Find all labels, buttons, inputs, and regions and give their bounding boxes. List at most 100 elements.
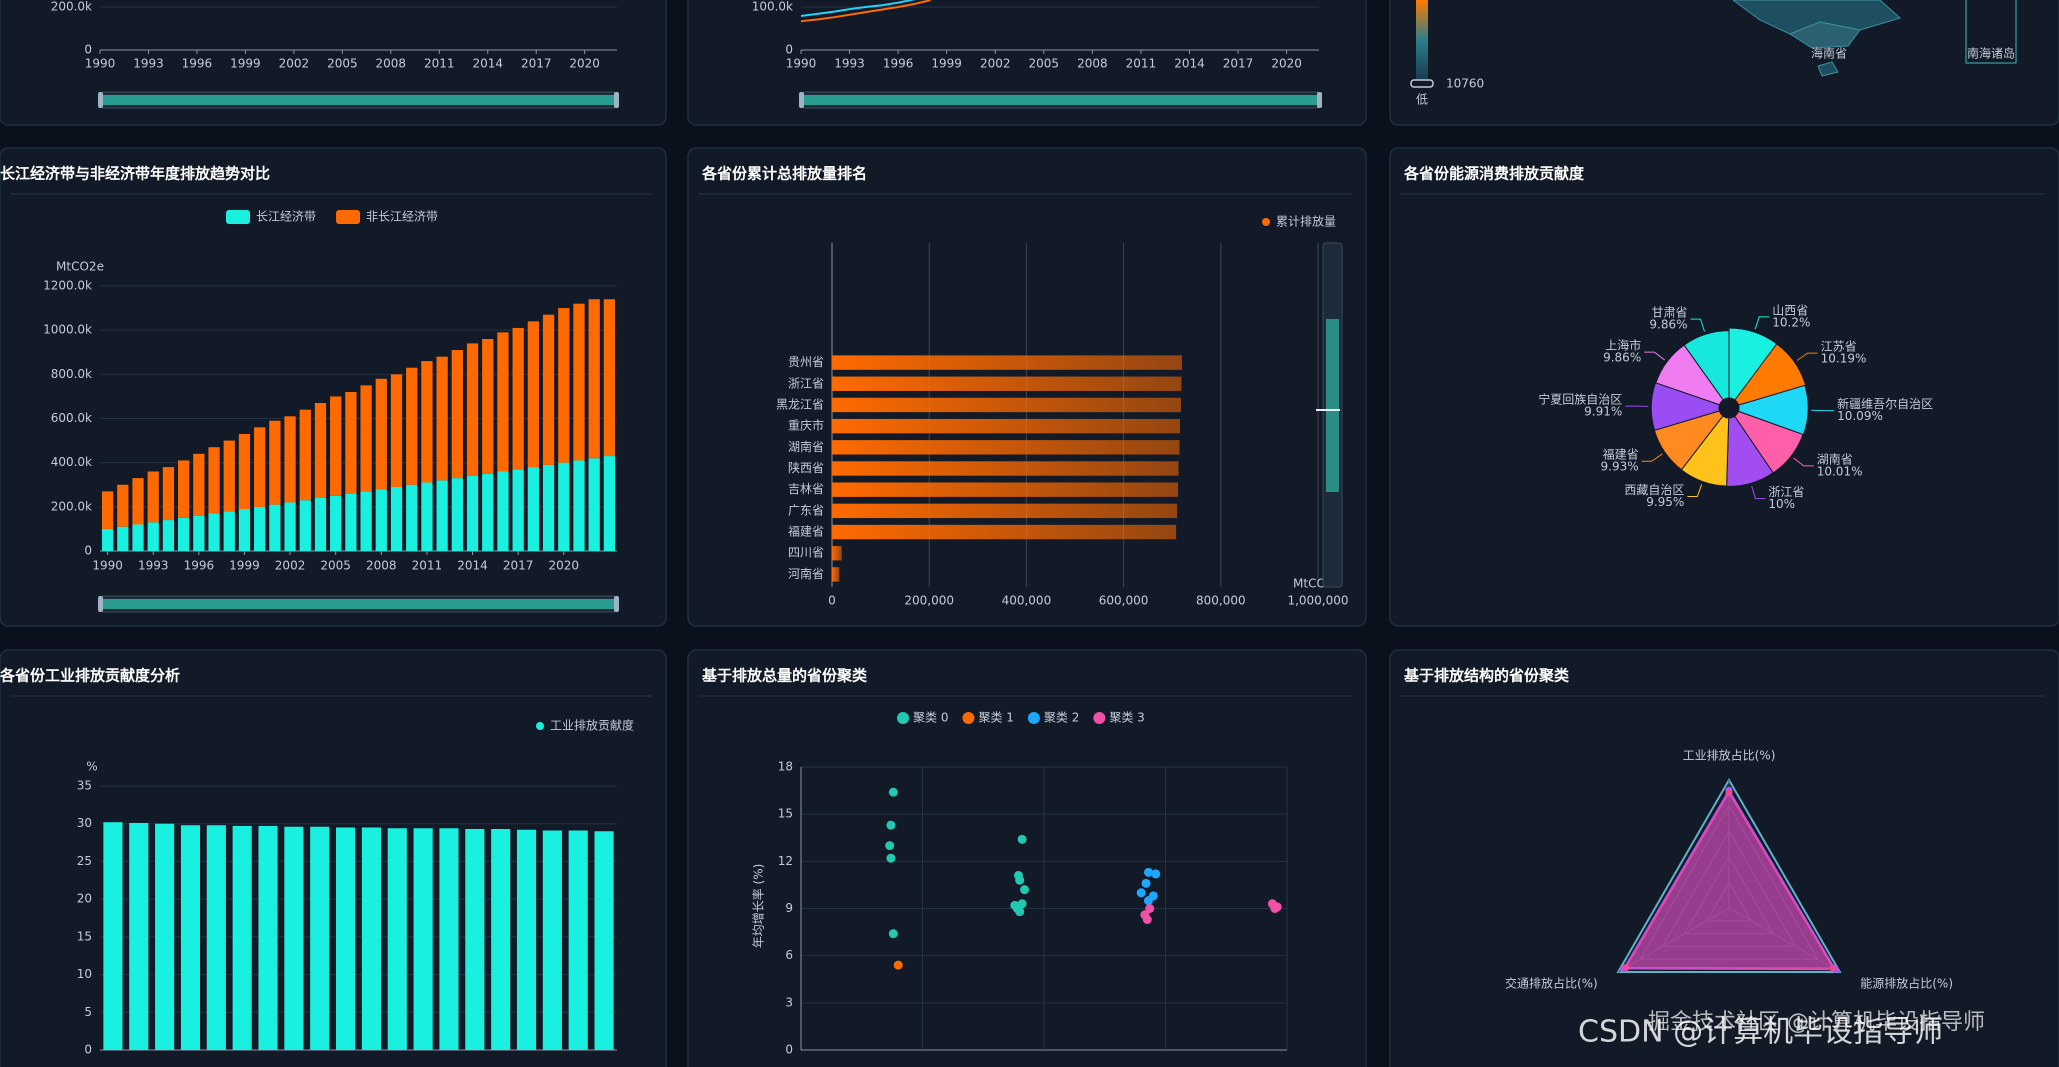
legend-swatch	[962, 712, 975, 724]
bar	[497, 332, 509, 472]
x-tick-label: 800,000	[1196, 594, 1246, 608]
radar-area	[1622, 788, 1837, 971]
bar	[284, 416, 296, 503]
bar	[390, 374, 403, 487]
bar	[178, 460, 190, 518]
x-tick-label: 400,000	[1002, 594, 1052, 608]
slider-handle	[614, 92, 619, 108]
bar	[832, 440, 1180, 455]
bar	[223, 511, 235, 551]
slider-handle	[1317, 92, 1322, 108]
y-tick-label: 湖南省	[788, 439, 824, 454]
bar	[558, 462, 570, 551]
bar	[258, 825, 278, 1050]
y-tick-label: 0	[785, 43, 793, 57]
radar-area	[1624, 791, 1835, 969]
pie-value-label: 9.91%	[1584, 405, 1622, 419]
legend-label: 工业排放贡献度	[550, 718, 634, 733]
bar	[254, 427, 266, 507]
radar-grid	[1639, 804, 1819, 960]
x-tick-label: 2017	[503, 559, 534, 573]
x-tick-label: 2017	[521, 57, 552, 71]
y-tick-label: 吉林省	[788, 482, 824, 496]
x-tick-label: 2008	[366, 559, 397, 573]
y-tick-label: 600.0k	[51, 411, 92, 425]
bar	[310, 826, 330, 1050]
bar	[588, 299, 600, 459]
panel-title: 基于排放总量的省份聚类	[701, 667, 868, 685]
y-tick-label: 200.0k	[51, 0, 92, 14]
bar	[482, 339, 494, 474]
pie-value-label: 9.95%	[1646, 495, 1684, 509]
x-tick-label: 2008	[1077, 57, 1108, 71]
x-tick-label: 1996	[883, 57, 914, 71]
x-tick-label: 2011	[1126, 57, 1157, 71]
bar	[413, 828, 433, 1050]
bar	[832, 567, 840, 582]
panel	[1389, 649, 2059, 1067]
pie-label: 山西省	[1772, 303, 1808, 317]
panel	[687, 649, 1367, 1067]
bar	[512, 469, 524, 551]
y-tick-label: 12	[778, 854, 793, 868]
label-leader	[1690, 318, 1705, 332]
scatter-point	[1020, 885, 1030, 895]
x-tick-label: 2002	[275, 559, 306, 573]
legend-swatch	[1093, 712, 1106, 724]
bar	[832, 461, 1179, 476]
x-tick-label: 2005	[1029, 57, 1060, 71]
radar-grid	[1705, 881, 1753, 922]
bar	[208, 513, 220, 551]
x-tick-label: 0	[828, 594, 836, 608]
bar	[465, 828, 485, 1050]
bar	[314, 498, 327, 551]
pie-value-label: 9.86%	[1603, 351, 1641, 365]
label-leader	[1751, 486, 1766, 500]
bar	[238, 509, 251, 551]
bar	[436, 480, 448, 551]
scatter-point	[1015, 875, 1025, 885]
bar	[132, 524, 144, 551]
pie-label: 甘肃省	[1652, 306, 1688, 320]
legend-swatch	[226, 210, 250, 224]
slider-range	[102, 599, 615, 609]
bar	[254, 506, 266, 551]
panel-title: 各省份累计总排放量排名	[701, 165, 867, 183]
bar	[497, 471, 509, 551]
y-tick-label: 20	[77, 892, 92, 906]
scatter-point	[1143, 867, 1153, 877]
y-tick-label: 3	[785, 995, 793, 1009]
y-tick-label: 浙江省	[788, 376, 824, 390]
radar-axis	[1617, 907, 1730, 973]
y-tick-label: 800.0k	[51, 367, 92, 381]
scatter-point	[1136, 888, 1146, 898]
x-tick-label: 600,000	[1099, 594, 1149, 608]
bar	[178, 517, 190, 551]
bar	[527, 467, 539, 551]
bar	[832, 418, 1180, 434]
bar	[832, 503, 1178, 519]
y-tick-label: 100.0k	[752, 0, 793, 14]
bar	[439, 828, 459, 1050]
x-tick-label: 1990	[85, 57, 116, 71]
scatter-point	[885, 841, 895, 851]
bar	[330, 495, 342, 551]
bar	[162, 467, 175, 521]
scatter-point	[893, 960, 903, 970]
scatter-point	[888, 929, 898, 939]
bar	[594, 831, 614, 1050]
bar	[345, 392, 357, 494]
y-tick-label: 黑龙江省	[776, 397, 824, 411]
x-tick-label: 200,000	[904, 594, 954, 608]
y-tick-label: 9	[785, 901, 793, 915]
label-leader	[1793, 457, 1814, 467]
label-leader	[1641, 453, 1663, 462]
bar	[284, 826, 304, 1050]
radar-grid	[1661, 830, 1797, 947]
bar	[832, 546, 842, 561]
legend-swatch	[336, 210, 361, 224]
bar	[208, 447, 220, 514]
legend-swatch	[536, 722, 544, 730]
radar-grid	[1683, 855, 1775, 935]
